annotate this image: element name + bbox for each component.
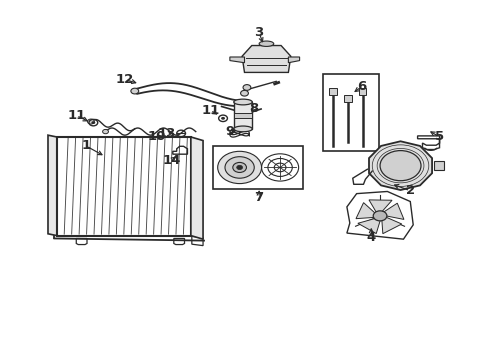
Text: 12: 12 — [116, 73, 134, 86]
Polygon shape — [383, 203, 403, 220]
Text: 10: 10 — [147, 130, 165, 144]
Text: 8: 8 — [249, 102, 258, 115]
Text: 11: 11 — [67, 109, 85, 122]
Text: 9: 9 — [225, 125, 234, 138]
Polygon shape — [381, 217, 401, 234]
Circle shape — [87, 119, 94, 124]
Bar — [343, 95, 351, 102]
Circle shape — [91, 121, 95, 124]
Circle shape — [372, 211, 386, 221]
Polygon shape — [355, 203, 375, 219]
Polygon shape — [190, 137, 203, 239]
Ellipse shape — [233, 99, 252, 105]
Text: 4: 4 — [366, 231, 375, 244]
Polygon shape — [48, 135, 57, 235]
Circle shape — [379, 150, 420, 181]
Text: 13: 13 — [157, 127, 175, 140]
Circle shape — [240, 90, 248, 96]
Circle shape — [236, 165, 242, 170]
Circle shape — [217, 151, 261, 184]
Circle shape — [131, 88, 139, 94]
Text: 5: 5 — [434, 130, 443, 144]
Bar — [322, 74, 378, 151]
Polygon shape — [242, 45, 290, 72]
Circle shape — [243, 85, 250, 90]
Ellipse shape — [233, 126, 252, 132]
Bar — [433, 161, 444, 170]
Text: 2: 2 — [405, 184, 414, 197]
Circle shape — [224, 157, 254, 178]
Text: 11: 11 — [201, 104, 219, 117]
Text: 1: 1 — [81, 139, 90, 152]
Bar — [329, 88, 336, 95]
Polygon shape — [368, 141, 431, 190]
Polygon shape — [357, 219, 380, 234]
Circle shape — [102, 130, 108, 134]
Bar — [233, 102, 252, 129]
Polygon shape — [229, 57, 244, 63]
Bar — [358, 88, 366, 95]
Text: 6: 6 — [356, 80, 366, 93]
Ellipse shape — [259, 41, 273, 46]
Circle shape — [232, 162, 246, 172]
Text: 7: 7 — [254, 192, 263, 204]
Polygon shape — [288, 57, 299, 63]
Bar — [233, 113, 252, 118]
Bar — [212, 146, 303, 189]
Text: 3: 3 — [254, 27, 263, 40]
Polygon shape — [368, 200, 391, 212]
Text: 14: 14 — [162, 154, 180, 167]
Circle shape — [221, 117, 224, 120]
